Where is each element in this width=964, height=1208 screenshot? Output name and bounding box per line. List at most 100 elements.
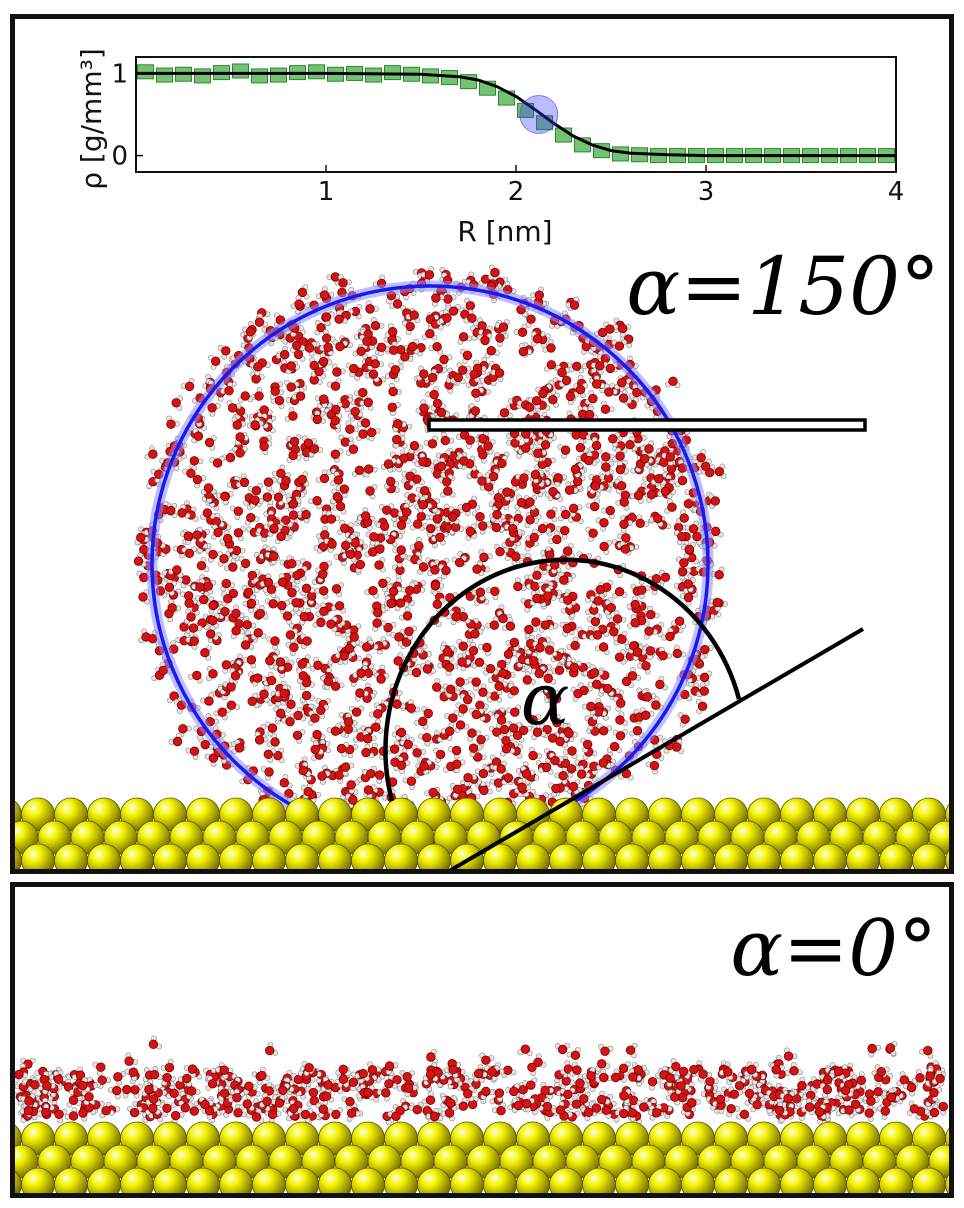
water-molecule — [388, 362, 404, 375]
water-molecule — [596, 723, 613, 736]
water-molecule — [525, 494, 538, 511]
water-molecule — [273, 747, 285, 764]
water-molecule — [331, 601, 347, 614]
water-molecule — [444, 710, 460, 723]
water-molecule — [326, 616, 338, 632]
water-molecule — [414, 452, 428, 468]
water-molecule — [652, 621, 664, 638]
water-molecule — [395, 449, 409, 465]
water-molecule — [629, 726, 645, 738]
water-molecule — [482, 664, 499, 676]
water-molecule — [485, 586, 500, 601]
water-molecule — [228, 667, 241, 684]
water-molecule — [130, 1083, 144, 1099]
x-tick-label: 3 — [698, 177, 715, 207]
water-molecule — [783, 1047, 798, 1061]
water-molecule — [479, 1052, 495, 1065]
water-molecule — [478, 549, 493, 563]
water-molecule — [529, 590, 542, 606]
water-molecule — [133, 552, 147, 568]
water-molecule — [637, 661, 651, 675]
water-molecule — [486, 691, 503, 703]
water-molecule — [407, 338, 420, 355]
water-molecule — [484, 468, 500, 482]
interface-highlight-marker — [519, 95, 559, 134]
water-molecule — [196, 557, 210, 573]
water-molecule — [674, 472, 688, 488]
water-molecule — [506, 704, 522, 717]
water-molecule — [371, 718, 384, 734]
density-point — [156, 67, 173, 83]
water-molecule — [259, 440, 273, 456]
water-molecule — [554, 771, 568, 785]
water-molecule — [557, 444, 571, 459]
x-tick-label: 4 — [888, 177, 905, 207]
water-molecule — [314, 586, 329, 600]
water-molecule — [247, 482, 263, 496]
water-molecule — [321, 329, 336, 343]
water-molecule — [384, 476, 400, 490]
water-molecule — [296, 659, 311, 673]
water-molecule — [396, 760, 411, 775]
water-molecule — [679, 592, 694, 607]
water-molecule — [406, 699, 420, 713]
water-molecule — [335, 651, 349, 665]
water-molecule — [345, 632, 361, 646]
water-molecule — [297, 471, 310, 487]
water-molecule — [331, 582, 345, 598]
water-molecule — [625, 1042, 638, 1059]
water-molecule — [392, 434, 406, 449]
water-molecule — [257, 1066, 271, 1081]
water-molecule — [400, 582, 416, 596]
density-point — [137, 64, 154, 80]
water-molecule — [479, 482, 495, 496]
water-molecule — [585, 498, 601, 512]
water-molecule — [191, 428, 204, 444]
water-molecule — [514, 494, 527, 510]
water-molecule — [338, 434, 354, 447]
water-molecule — [255, 724, 267, 740]
water-molecule — [421, 1091, 436, 1105]
water-molecule — [221, 660, 236, 674]
water-molecule — [467, 728, 481, 742]
density-fit-curve — [136, 71, 896, 158]
water-molecule — [286, 496, 302, 509]
water-molecule — [194, 591, 210, 605]
water-molecule — [477, 472, 491, 486]
water-molecule — [420, 266, 435, 280]
water-molecule — [285, 641, 299, 657]
water-molecule — [340, 762, 355, 777]
water-molecule — [619, 519, 633, 534]
water-molecule — [465, 455, 477, 471]
water-molecule — [789, 1061, 803, 1076]
water-molecule — [402, 776, 417, 791]
water-molecule — [192, 526, 205, 543]
water-molecule — [640, 440, 655, 454]
water-molecule — [373, 672, 390, 684]
water-molecule — [676, 509, 689, 524]
water-molecule — [310, 656, 323, 672]
water-molecule — [207, 402, 221, 417]
water-molecule — [641, 646, 656, 660]
water-molecule — [736, 1109, 752, 1122]
water-molecule — [209, 455, 225, 468]
water-molecule — [497, 408, 513, 421]
water-molecule — [287, 598, 301, 612]
water-molecule — [645, 760, 660, 775]
water-molecule — [305, 1085, 321, 1098]
water-molecule — [422, 660, 437, 674]
water-molecule — [651, 696, 665, 711]
water-molecule — [592, 585, 608, 598]
water-molecule — [655, 675, 668, 691]
water-molecule — [244, 512, 260, 526]
water-molecule — [559, 621, 572, 637]
water-molecule — [399, 1069, 415, 1082]
water-molecule — [374, 557, 386, 573]
water-molecule — [565, 296, 580, 310]
water-molecule — [348, 406, 364, 419]
water-molecule — [385, 531, 398, 547]
y-tick-label: 0 — [111, 142, 128, 172]
water-molecule — [580, 737, 593, 753]
water-molecule — [254, 731, 269, 745]
water-molecule — [300, 583, 316, 597]
